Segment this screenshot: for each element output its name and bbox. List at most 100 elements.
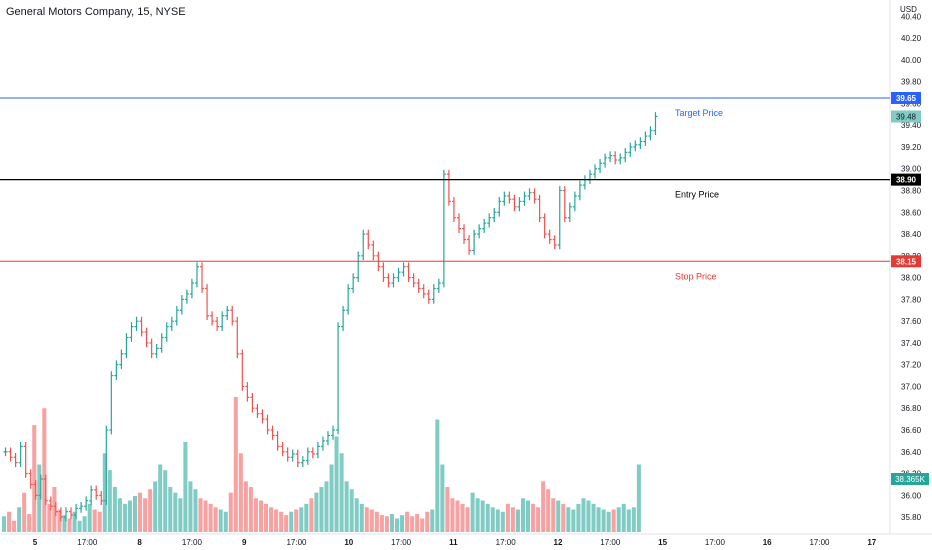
price-bar <box>351 273 356 293</box>
price-bar <box>89 485 94 506</box>
y-tick-label: 40.00 <box>901 56 922 65</box>
price-bar <box>63 507 68 522</box>
price-bar <box>638 137 643 150</box>
price-bar <box>129 322 134 342</box>
volume-bar <box>117 498 122 532</box>
price-bar <box>250 393 255 413</box>
price-bar <box>356 251 361 282</box>
volume-bar <box>148 489 153 532</box>
price-bar <box>94 485 99 500</box>
volume-bar <box>294 509 299 532</box>
volume-bar <box>168 487 173 532</box>
price-bar <box>462 224 467 244</box>
price-bar <box>623 148 628 163</box>
y-tick-label: 35.80 <box>901 513 922 522</box>
x-tick-label: 10 <box>344 538 353 547</box>
volume-bar <box>571 509 576 532</box>
volume-bar <box>475 498 480 532</box>
price-bar <box>426 289 431 304</box>
volume-bar <box>233 397 238 532</box>
price-bar <box>598 158 603 174</box>
y-tick-label: 39.40 <box>901 121 922 130</box>
price-bar <box>582 175 587 190</box>
volume-bar <box>188 481 193 532</box>
volume-bar <box>384 516 389 532</box>
volume-bar <box>389 514 394 532</box>
price-bar <box>114 360 119 380</box>
price-bar <box>512 194 517 212</box>
price-bar <box>69 507 74 520</box>
volume-bar <box>208 503 213 532</box>
volume-bar <box>183 442 188 532</box>
last-price-text: 39.48 <box>896 112 917 121</box>
price-bar <box>547 229 552 244</box>
price-bar <box>603 153 608 168</box>
level-badge-text-entry: 38.90 <box>896 176 917 185</box>
volume-bar <box>324 481 329 532</box>
price-bar <box>144 327 149 348</box>
y-tick-label: 37.40 <box>901 339 922 348</box>
volume-bar <box>616 507 621 532</box>
volume-bar <box>269 507 274 532</box>
volume-bar <box>334 436 339 532</box>
price-bar <box>48 496 53 511</box>
volume-bar <box>455 500 460 532</box>
volume-bar <box>339 453 344 532</box>
volume-bar <box>636 464 641 532</box>
price-bar <box>38 474 43 500</box>
price-bar <box>542 213 547 239</box>
volume-bar <box>62 515 67 532</box>
volume-bar <box>243 481 248 532</box>
price-bar <box>290 449 295 462</box>
price-bar <box>406 262 411 282</box>
volume-bar <box>329 464 334 532</box>
price-bar <box>43 474 48 506</box>
level-badge-stop <box>891 255 921 268</box>
price-bar <box>74 504 79 520</box>
volume-bar <box>364 507 369 532</box>
volume-bar <box>52 487 57 532</box>
x-tick-label: 5 <box>33 538 38 547</box>
price-bar <box>159 333 164 353</box>
price-bar <box>492 207 497 223</box>
volume-bar <box>485 503 490 532</box>
price-bar <box>648 126 653 141</box>
price-bar <box>472 229 477 255</box>
y-tick-label: 40.40 <box>901 12 922 21</box>
price-bar <box>487 213 492 228</box>
volume-bar <box>379 515 384 532</box>
price-bar <box>446 169 451 206</box>
volume-bar <box>520 498 525 532</box>
volume-bar <box>445 487 450 532</box>
volume-bar <box>12 520 17 532</box>
x-tick-label: 8 <box>137 538 142 547</box>
volume-bar <box>203 500 208 532</box>
volume-bar <box>581 498 586 532</box>
x-tick-label: 16 <box>763 538 772 547</box>
price-bar <box>537 194 542 223</box>
price-bar <box>507 191 512 204</box>
price-bar <box>58 507 63 522</box>
x-tick-label: 17:00 <box>809 538 830 547</box>
volume-bar <box>425 511 430 532</box>
volume-bar <box>314 492 319 532</box>
volume-bar <box>606 511 611 532</box>
price-bar <box>245 382 250 402</box>
volume-bar <box>561 503 566 532</box>
price-bar <box>467 235 472 255</box>
volume-bar <box>213 507 218 532</box>
volume-bar <box>37 464 42 532</box>
price-bar <box>643 131 648 146</box>
price-bar <box>270 425 275 440</box>
price-bar <box>325 431 330 446</box>
volume-bar <box>369 509 374 532</box>
price-bar <box>305 447 310 465</box>
volume-bar <box>510 507 515 532</box>
volume-bar <box>304 503 309 532</box>
y-tick-label: 36.60 <box>901 426 922 435</box>
price-bar <box>361 229 366 261</box>
volume-bar <box>264 503 269 532</box>
volume-bar <box>460 503 465 532</box>
volume-badge <box>891 473 929 485</box>
